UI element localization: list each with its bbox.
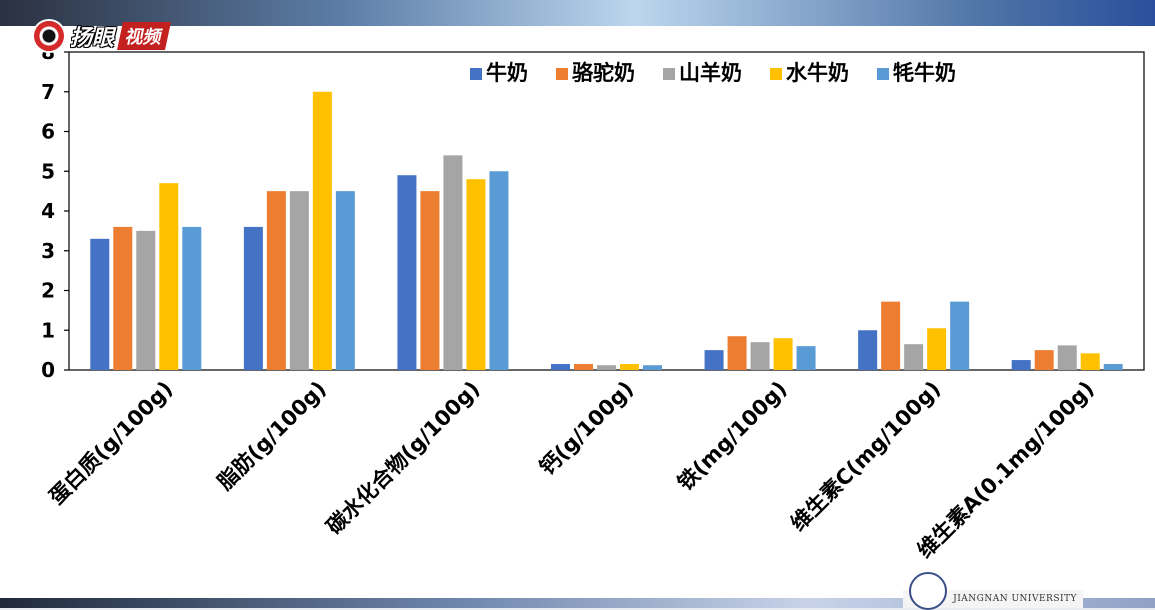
bar — [266, 191, 286, 370]
university-watermark: JIANGNAN UNIVERSITY — [903, 572, 1083, 610]
legend-label: 山羊奶 — [679, 61, 742, 85]
video-bottom-banner — [0, 598, 1155, 608]
bar — [727, 336, 747, 370]
bar — [620, 364, 639, 370]
x-category-label: 脂肪(g/100g) — [213, 377, 331, 495]
logo-tag: 视频 — [117, 22, 171, 50]
x-category-label: 维生素A(0.1mg/100g) — [913, 377, 1099, 563]
y-tick-label: 2 — [41, 279, 55, 303]
bar — [243, 226, 263, 370]
watermark-text: JIANGNAN UNIVERSITY — [953, 594, 1077, 604]
x-category-label: 维生素C(mg/100g) — [786, 377, 945, 536]
bar — [1011, 360, 1031, 370]
bar — [312, 91, 332, 370]
legend-swatch — [877, 68, 889, 80]
bar — [289, 191, 309, 370]
bar — [773, 338, 793, 370]
bar — [1034, 350, 1054, 370]
bar — [950, 301, 970, 370]
bar — [1057, 345, 1077, 370]
bar — [881, 301, 901, 370]
bar — [90, 238, 110, 370]
y-tick-label: 1 — [41, 318, 55, 342]
bar — [443, 155, 463, 370]
bar — [643, 365, 662, 370]
y-tick-label: 5 — [41, 159, 55, 183]
bar — [489, 171, 509, 370]
legend-swatch — [556, 68, 568, 80]
x-category-label: 钙(g/100g) — [535, 377, 638, 480]
bar — [397, 175, 417, 370]
video-top-banner — [0, 0, 1155, 26]
legend-label: 骆驼奶 — [572, 61, 635, 85]
bar — [551, 364, 570, 370]
legend-label: 牛奶 — [486, 61, 528, 85]
bar — [597, 365, 616, 370]
bar — [1080, 353, 1100, 370]
bar — [704, 350, 724, 370]
bar — [159, 183, 179, 370]
bar — [796, 346, 816, 370]
legend-label: 水牛奶 — [786, 61, 849, 85]
bar — [136, 230, 156, 370]
bar — [904, 344, 924, 370]
logo-text: 扬眼 — [70, 26, 115, 51]
y-tick-label: 0 — [41, 358, 55, 382]
eye-icon — [34, 21, 64, 51]
y-tick-label: 7 — [41, 80, 55, 104]
bar — [750, 342, 770, 370]
legend-swatch — [663, 68, 675, 80]
bar — [927, 328, 947, 370]
bar — [574, 364, 593, 370]
plot-frame — [68, 51, 1145, 371]
y-tick-label: 6 — [41, 120, 55, 144]
y-tick-label: 3 — [41, 239, 55, 263]
x-category-label: 碳水化合物(g/100g) — [322, 377, 484, 539]
bar — [1103, 364, 1123, 370]
y-tick-label: 4 — [41, 199, 55, 223]
bar — [182, 226, 202, 370]
bar — [858, 330, 878, 370]
x-category-label: 蛋白质(g/100g) — [45, 377, 178, 510]
x-category-label: 铁(mg/100g) — [673, 377, 792, 496]
legend-swatch — [770, 68, 782, 80]
bar — [466, 179, 486, 370]
university-seal-icon — [909, 572, 948, 610]
bar — [335, 191, 355, 370]
bar — [420, 191, 440, 370]
legend-swatch — [470, 68, 482, 80]
legend-label: 牦牛奶 — [893, 61, 956, 85]
bar — [113, 226, 133, 370]
video-logo: 扬眼 视频 — [34, 16, 199, 56]
